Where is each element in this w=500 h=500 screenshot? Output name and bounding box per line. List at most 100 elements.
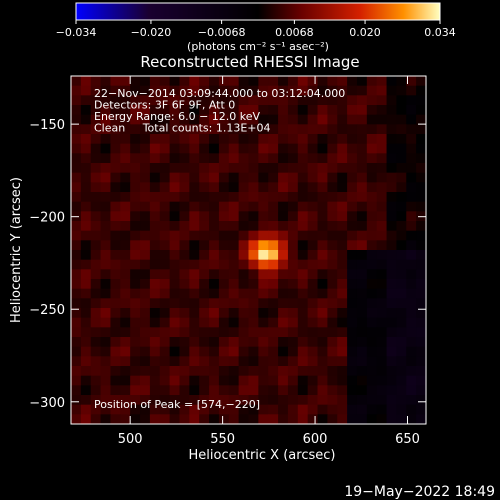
- heatmap-cell: [268, 414, 278, 424]
- heatmap-cell: [189, 182, 199, 192]
- heatmap-cell: [278, 337, 288, 347]
- heatmap-cell: [318, 308, 328, 318]
- heatmap-cell: [101, 134, 111, 144]
- heatmap-cell: [387, 134, 397, 144]
- heatmap-cell: [130, 231, 140, 241]
- heatmap-cell: [298, 202, 308, 212]
- heatmap-cell: [140, 269, 150, 279]
- heatmap-cell: [337, 337, 347, 347]
- heatmap-cell: [249, 279, 259, 289]
- heatmap-cell: [209, 144, 219, 154]
- heatmap-cell: [357, 105, 367, 115]
- heatmap-cell: [258, 414, 268, 424]
- heatmap-cell: [258, 182, 268, 192]
- heatmap-cell: [396, 86, 406, 96]
- heatmap-cell: [377, 86, 387, 96]
- heatmap-cell: [189, 134, 199, 144]
- heatmap-cell: [71, 376, 81, 386]
- heatmap-cell: [71, 279, 81, 289]
- heatmap-cell: [357, 289, 367, 299]
- colorbar-tick-label: 0.034: [424, 26, 456, 39]
- heatmap-cell: [239, 250, 249, 260]
- heatmap-cell: [189, 279, 199, 289]
- heatmap-cell: [416, 144, 426, 154]
- heatmap-cell: [357, 115, 367, 125]
- heatmap-cell: [140, 163, 150, 173]
- heatmap-cell: [406, 211, 416, 221]
- heatmap-cell: [130, 192, 140, 202]
- heatmap-cell: [278, 192, 288, 202]
- heatmap-cell: [377, 231, 387, 241]
- heatmap-cell: [130, 182, 140, 192]
- heatmap-cell: [160, 134, 170, 144]
- heatmap-cell: [120, 366, 130, 376]
- heatmap-cell: [229, 385, 239, 395]
- heatmap-cell: [81, 134, 91, 144]
- heatmap-cell: [170, 318, 180, 328]
- heatmap-cell: [209, 279, 219, 289]
- heatmap-cell: [278, 144, 288, 154]
- heatmap-cell: [347, 182, 357, 192]
- heatmap-cell: [140, 337, 150, 347]
- heatmap-cell: [249, 327, 259, 337]
- heatmap-cell: [160, 289, 170, 299]
- heatmap-cell: [110, 269, 120, 279]
- heatmap-cell: [209, 289, 219, 299]
- heatmap-cell: [288, 115, 298, 125]
- heatmap-cell: [318, 134, 328, 144]
- heatmap-cell: [318, 289, 328, 299]
- heatmap-cell: [71, 163, 81, 173]
- heatmap-cell: [268, 240, 278, 250]
- heatmap-cell: [347, 211, 357, 221]
- heatmap-cell: [219, 337, 229, 347]
- heatmap-cell: [239, 327, 249, 337]
- heatmap-cell: [357, 202, 367, 212]
- heatmap-cell: [170, 182, 180, 192]
- heatmap-cell: [81, 347, 91, 357]
- heatmap-cell: [110, 356, 120, 366]
- heatmap-cell: [150, 240, 160, 250]
- heatmap-cell: [327, 115, 337, 125]
- heatmap-cell: [278, 260, 288, 270]
- heatmap-cell: [101, 231, 111, 241]
- heatmap-cell: [71, 269, 81, 279]
- heatmap-cell: [160, 260, 170, 270]
- heatmap-cell: [179, 356, 189, 366]
- heatmap-cell: [120, 153, 130, 163]
- heatmap-cell: [377, 134, 387, 144]
- heatmap-cell: [179, 192, 189, 202]
- heatmap-cell: [189, 250, 199, 260]
- heatmap-cell: [101, 192, 111, 202]
- heatmap-cell: [357, 405, 367, 415]
- heatmap-cell: [150, 289, 160, 299]
- heatmap-cell: [101, 366, 111, 376]
- y-tick-label: −250: [29, 303, 65, 318]
- heatmap-cell: [318, 173, 328, 183]
- heatmap-cell: [189, 318, 199, 328]
- heatmap-cell: [110, 202, 120, 212]
- heatmap-cell: [81, 231, 91, 241]
- heatmap-cell: [170, 308, 180, 318]
- heatmap-cell: [308, 76, 318, 86]
- heatmap-cell: [258, 144, 268, 154]
- heatmap-cell: [396, 231, 406, 241]
- heatmap-cell: [189, 414, 199, 424]
- heatmap-cell: [406, 260, 416, 270]
- heatmap-cell: [387, 298, 397, 308]
- heatmap-cell: [150, 144, 160, 154]
- heatmap-cell: [219, 327, 229, 337]
- heatmap-cell: [377, 395, 387, 405]
- heatmap-cell: [130, 211, 140, 221]
- heatmap-cell: [91, 366, 101, 376]
- heatmap-cell: [239, 376, 249, 386]
- heatmap-cell: [258, 250, 268, 260]
- heatmap-cell: [377, 356, 387, 366]
- heatmap-cell: [101, 279, 111, 289]
- heatmap-cell: [160, 347, 170, 357]
- heatmap-cell: [298, 250, 308, 260]
- heatmap-cell: [367, 289, 377, 299]
- heatmap-cell: [367, 308, 377, 318]
- heatmap-cell: [239, 279, 249, 289]
- heatmap-cell: [327, 318, 337, 328]
- heatmap-cell: [278, 202, 288, 212]
